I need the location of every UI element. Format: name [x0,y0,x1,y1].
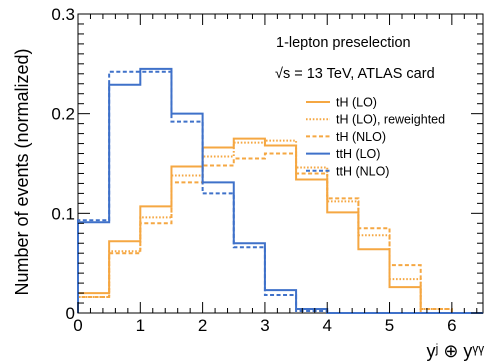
axis-layer: 0 1 2 3 4 5 6 0 0.1 0.2 0.3 [51,5,483,335]
legend-item: ttH (NLO) [306,164,389,178]
annotation-energy: √s = 13 TeV, ATLAS card [275,66,435,82]
x-tick-label: 0 [73,316,82,335]
x-tick-label: 5 [385,316,394,335]
x-tick-label: 3 [260,316,269,335]
series-th-lo [77,137,483,314]
y-tick-label: 0.3 [51,5,75,24]
legend-item: tH (LO), reweighted [306,113,445,127]
series-tth-lo [77,67,483,314]
legend-item: tH (LO) [306,96,377,110]
series-th-nlo [77,152,483,314]
legend-item: ttH (LO) [306,147,380,161]
legend-label: ttH (NLO) [336,164,389,178]
annotation-selection: 1-lepton preselection [276,35,411,51]
series-th-lo-reweighted [77,139,483,314]
x-tick-label: 1 [136,316,145,335]
y-tick-label: 0.1 [51,204,75,223]
x-tick-label: 4 [322,316,331,335]
legend-layer: tH (LO) tH (LO), reweighted tH (NLO) ttH (L… [306,96,445,178]
legend-label: ttH (LO) [336,147,380,161]
y-tick-label: 0 [66,304,75,323]
legend-label: tH (LO), reweighted [336,113,445,127]
legend-item: tH (NLO) [306,130,386,144]
x-axis-title: yʲ ⊕ yᵞᵞ [426,341,484,361]
y-tick-label: 0.2 [51,105,75,124]
y-axis-title: Number of events (normalized) [12,48,32,295]
series-layer [77,67,483,314]
legend-label: tH (NLO) [336,130,386,144]
legend-label: tH (LO) [336,96,377,110]
x-tick-label: 6 [447,316,456,335]
series-tth-nlo [77,70,483,314]
plot-frame [77,13,484,314]
x-tick-label: 2 [198,316,207,335]
